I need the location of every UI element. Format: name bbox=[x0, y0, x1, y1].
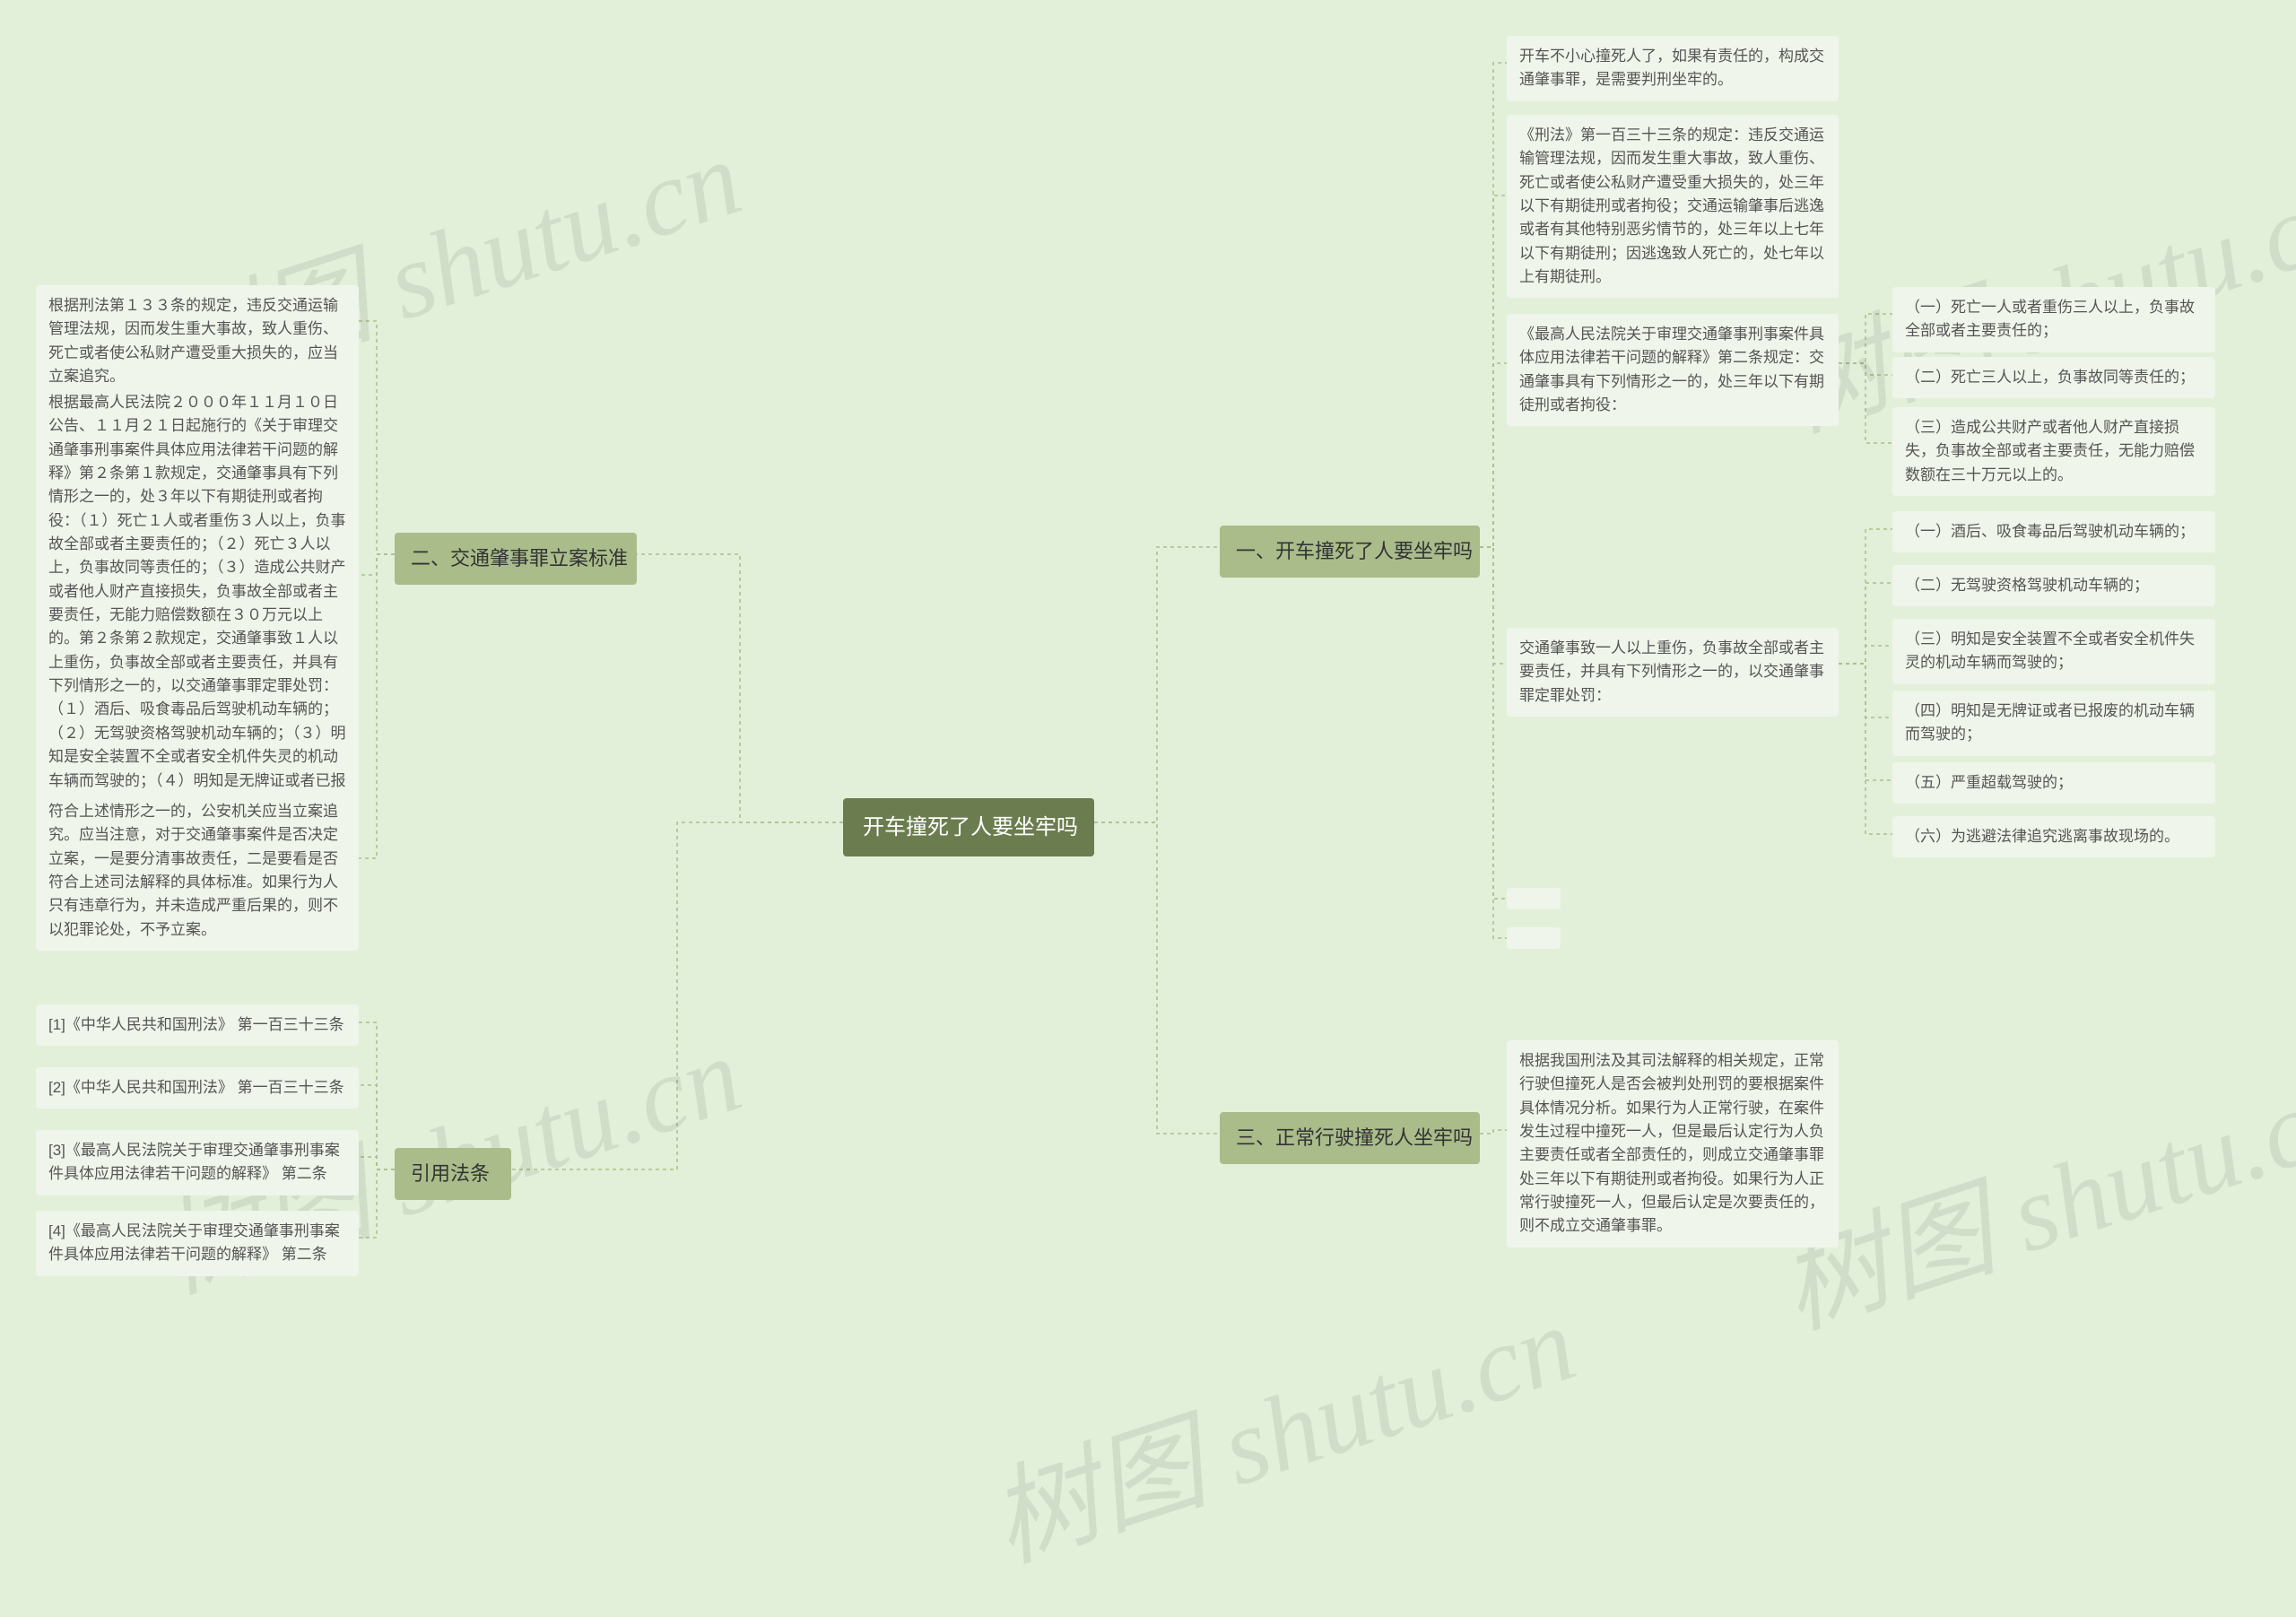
b1l4e: （五）严重超载驾驶的； bbox=[1892, 762, 2215, 804]
b1l1: 开车不小心撞死人了，如果有责任的，构成交通肇事罪，是需要判刑坐牢的。 bbox=[1507, 36, 1839, 101]
b4l3: [3]《最高人民法院关于审理交通肇事刑事案件具体应用法律若干问题的解释》 第二条 bbox=[36, 1130, 359, 1195]
b4l2: [2]《中华人民共和国刑法》 第一百三十三条 bbox=[36, 1067, 359, 1108]
b2l3: 符合上述情形之一的，公安机关应当立案追究。应当注意，对于交通肇事案件是否决定立案… bbox=[36, 791, 359, 951]
b1: 一、开车撞死了人要坐牢吗 bbox=[1220, 526, 1480, 578]
b1l5 bbox=[1507, 888, 1561, 909]
b1l4d: （四）明知是无牌证或者已报废的机动车辆而驾驶的； bbox=[1892, 691, 2215, 756]
b4: 引用法条 bbox=[395, 1148, 511, 1200]
b1l3: 《最高人民法院关于审理交通肇事刑事案件具体应用法律若干问题的解释》第二条规定：交… bbox=[1507, 314, 1839, 426]
b3l1: 根据我国刑法及其司法解释的相关规定，正常行驶但撞死人是否会被判处刑罚的要根据案件… bbox=[1507, 1040, 1839, 1248]
b1l2: 《刑法》第一百三十三条的规定：违反交通运输管理法规，因而发生重大事故，致人重伤、… bbox=[1507, 115, 1839, 298]
b1l4c: （三）明知是安全装置不全或者安全机件失灵的机动车辆而驾驶的； bbox=[1892, 619, 2215, 684]
b4l4: [4]《最高人民法院关于审理交通肇事刑事案件具体应用法律若干问题的解释》 第二条 bbox=[36, 1211, 359, 1276]
b1l4b: （二）无驾驶资格驾驶机动车辆的； bbox=[1892, 565, 2215, 606]
b4l1: [1]《中华人民共和国刑法》 第一百三十三条 bbox=[36, 1004, 359, 1046]
b1l4f: （六）为逃避法律追究逃离事故现场的。 bbox=[1892, 816, 2215, 857]
b3: 三、正常行驶撞死人坐牢吗 bbox=[1220, 1112, 1480, 1164]
b1l3c: （三）造成公共财产或者他人财产直接损失，负事故全部或者主要责任，无能力赔偿数额在… bbox=[1892, 407, 2215, 496]
b2: 二、交通肇事罪立案标准 bbox=[395, 533, 637, 585]
b1l3b: （二）死亡三人以上，负事故同等责任的； bbox=[1892, 357, 2215, 398]
b1l3a: （一）死亡一人或者重伤三人以上，负事故全部或者主要责任的； bbox=[1892, 287, 2215, 352]
b2l2: 根据最高人民法院２０００年１１月１０日公告、１１月２１日起施行的《关于审理交通肇… bbox=[36, 382, 359, 849]
b1l6 bbox=[1507, 927, 1561, 949]
b2l1: 根据刑法第１３３条的规定，违反交通运输管理法规，因而发生重大事故，致人重伤、死亡… bbox=[36, 285, 359, 397]
mindmap-stage: 开车撞死了人要坐牢吗树图 shutu.cn树图 shutu.cn树图 shutu… bbox=[0, 0, 2296, 1617]
b1l4a: （一）酒后、吸食毒品后驾驶机动车辆的； bbox=[1892, 511, 2215, 552]
root-node: 开车撞死了人要坐牢吗 bbox=[843, 798, 1094, 856]
watermark-4: 树图 shutu.cn bbox=[969, 1256, 1591, 1591]
b1l4: 交通肇事致一人以上重伤，负事故全部或者主要责任，并具有下列情形之一的，以交通肇事… bbox=[1507, 628, 1839, 717]
